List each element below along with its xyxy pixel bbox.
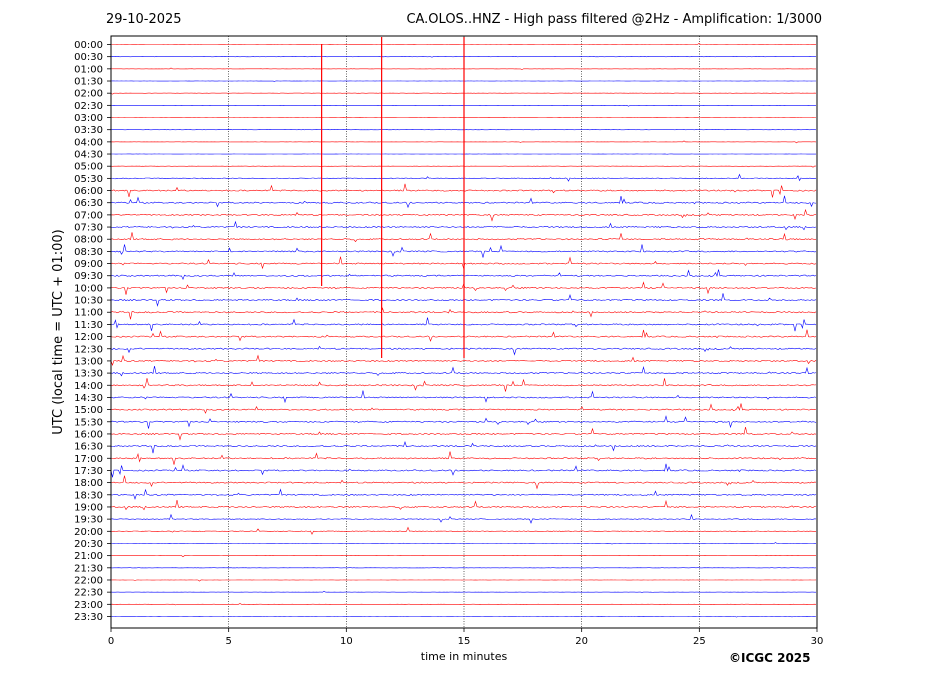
trace-row-2000 [110, 526, 817, 535]
y-tick-label-35: 17:30 [74, 466, 103, 477]
y-tick-label-38: 19:00 [74, 502, 103, 513]
plot-date: 29-10-2025 [106, 12, 182, 27]
y-tick-label-46: 23:00 [74, 600, 103, 611]
y-tick-label-43: 21:30 [74, 563, 103, 574]
x-tick-label-4: 20 [575, 636, 588, 647]
y-tick-label-28: 14:00 [74, 381, 103, 392]
plot-title: CA.OLOS..HNZ - High pass filtered @2Hz -… [406, 12, 822, 27]
y-tick-label-21: 10:30 [74, 296, 103, 307]
trace-row-1330 [110, 366, 817, 377]
y-tick-label-5: 02:30 [74, 101, 103, 112]
y-tick-label-14: 07:00 [74, 210, 103, 221]
seismic-traces [110, 37, 817, 618]
trace-row-2330 [110, 616, 817, 618]
y-tick-label-22: 11:00 [74, 308, 103, 319]
y-tick-label-29: 14:30 [74, 393, 103, 404]
trace-row-2200 [110, 579, 817, 582]
trace-row-1800 [110, 475, 817, 490]
trace-row-1730 [110, 463, 817, 478]
trace-row-2100 [110, 555, 816, 558]
y-tick-label-15: 07:30 [74, 223, 103, 234]
x-tick-label-2: 10 [340, 636, 353, 647]
trace-row-2230 [110, 590, 816, 593]
y-tick-label-16: 08:00 [74, 235, 103, 246]
y-tick-label-26: 13:00 [74, 356, 103, 367]
y-tick-label-0: 00:00 [74, 40, 103, 51]
y-tick-label-8: 04:00 [74, 137, 103, 148]
x-tick-label-6: 30 [811, 636, 824, 647]
y-tick-label-7: 03:30 [74, 125, 103, 136]
trace-row-2300 [110, 603, 817, 606]
x-axis-label: time in minutes [421, 650, 508, 663]
trace-row-1500 [110, 403, 817, 414]
y-tick-label-41: 20:30 [74, 539, 103, 550]
x-tick-label-1: 5 [225, 636, 231, 647]
y-tick-label-10: 05:00 [74, 162, 103, 173]
trace-row-1530 [110, 415, 817, 429]
y-tick-label-33: 16:30 [74, 442, 103, 453]
trace-row-1300 [110, 354, 817, 367]
y-tick-label-19: 09:30 [74, 271, 103, 282]
trace-row-1700 [110, 451, 816, 465]
y-tick-label-6: 03:00 [74, 113, 103, 124]
y-tick-label-37: 18:30 [74, 490, 103, 501]
y-tick-label-4: 02:00 [74, 89, 103, 100]
y-tick-label-1: 00:30 [74, 52, 103, 63]
x-tick-label-0: 0 [108, 636, 114, 647]
y-tick-label-34: 17:00 [74, 454, 103, 465]
y-tick-label-20: 10:00 [74, 283, 103, 294]
y-tick-label-3: 01:30 [74, 77, 103, 88]
y-tick-label-9: 04:30 [74, 150, 103, 161]
trace-row-1900 [110, 499, 817, 511]
x-tick-label-5: 25 [693, 636, 706, 647]
y-tick-label-31: 15:30 [74, 417, 103, 428]
copyright-credit: ©ICGC 2025 [729, 651, 811, 665]
x-axis-ticks: 0 5 10 15 20 25 30 [108, 628, 824, 647]
y-tick-label-27: 13:30 [74, 369, 103, 380]
x-tick-label-3: 15 [458, 636, 471, 647]
trace-row-2030 [111, 542, 817, 545]
y-axis-label: UTC (local time = UTC + 01:00) [51, 229, 66, 434]
y-tick-label-47: 23:30 [74, 612, 103, 623]
y-tick-label-23: 11:30 [74, 320, 103, 331]
y-tick-label-25: 12:30 [74, 344, 103, 355]
trace-row-1830 [110, 488, 817, 500]
trace-row-1430 [110, 390, 817, 404]
y-tick-label-2: 01:00 [74, 64, 103, 75]
y-tick-label-17: 08:30 [74, 247, 103, 258]
y-tick-label-30: 15:00 [74, 405, 103, 416]
y-tick-label-18: 09:00 [74, 259, 103, 270]
y-tick-label-44: 22:00 [74, 575, 103, 586]
y-tick-label-45: 22:30 [74, 588, 103, 599]
gridlines [228, 36, 700, 628]
trace-row-1630 [110, 441, 817, 454]
y-tick-label-11: 05:30 [74, 174, 103, 185]
trace-row-1600 [110, 427, 817, 441]
y-tick-label-13: 06:30 [74, 198, 103, 209]
y-tick-label-12: 06:00 [74, 186, 103, 197]
y-tick-label-24: 12:00 [74, 332, 103, 343]
y-tick-label-42: 21:00 [74, 551, 103, 562]
y-tick-label-39: 19:30 [74, 515, 103, 526]
trace-row-1400 [110, 378, 817, 392]
y-tick-label-36: 18:00 [74, 478, 103, 489]
y-tick-label-32: 16:00 [74, 429, 103, 440]
y-tick-label-40: 20:00 [74, 527, 103, 538]
trace-row-1930 [110, 513, 817, 524]
